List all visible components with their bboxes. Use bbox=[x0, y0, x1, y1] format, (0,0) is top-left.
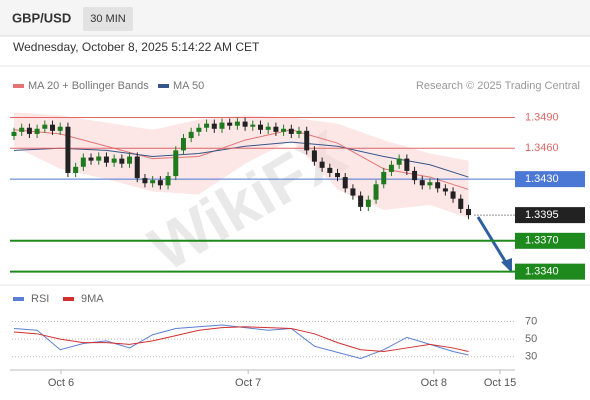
level-box bbox=[515, 232, 585, 249]
level-label: 1.3460 bbox=[525, 142, 559, 154]
y-tick-label: 70 bbox=[525, 315, 537, 327]
candle-body bbox=[57, 126, 63, 131]
candle-body bbox=[365, 199, 371, 207]
candle-body bbox=[134, 156, 140, 179]
candle-body bbox=[173, 150, 179, 177]
candle-body bbox=[96, 156, 102, 161]
candle-body bbox=[350, 188, 356, 196]
candle-body bbox=[165, 176, 171, 186]
candle-body bbox=[250, 124, 256, 127]
x-tick-label: Oct 7 bbox=[235, 377, 261, 389]
legend-swatch bbox=[13, 84, 24, 88]
legend-swatch bbox=[63, 297, 74, 301]
candle-body bbox=[412, 170, 418, 181]
candle-body bbox=[311, 150, 317, 162]
candle-body bbox=[442, 188, 448, 192]
candle-body bbox=[435, 182, 441, 189]
candle-body bbox=[404, 158, 410, 171]
candle-body bbox=[103, 156, 109, 163]
candle-body bbox=[257, 124, 263, 130]
candle-body bbox=[381, 171, 387, 185]
candle-body bbox=[157, 180, 163, 186]
candle-body bbox=[265, 126, 271, 130]
level-box bbox=[515, 263, 585, 280]
candle-body bbox=[42, 124, 48, 129]
candle-body bbox=[50, 124, 56, 131]
rsi-line bbox=[13, 326, 469, 352]
candle-body bbox=[273, 126, 279, 132]
legend-swatch bbox=[158, 84, 169, 88]
candle-body bbox=[458, 198, 464, 209]
candle-body bbox=[26, 127, 32, 134]
timeframe-button[interactable] bbox=[83, 7, 133, 31]
candle-body bbox=[142, 178, 148, 184]
symbol: GBP/USD bbox=[12, 10, 71, 25]
x-tick-label: Oct 8 bbox=[421, 377, 447, 389]
x-tick-label: Oct 15 bbox=[484, 377, 516, 389]
candle-body bbox=[396, 158, 402, 165]
candle-body bbox=[127, 156, 133, 164]
candle-body bbox=[465, 208, 471, 216]
moving-average bbox=[13, 129, 469, 190]
candle-body bbox=[19, 127, 25, 132]
datetime: Wednesday, October 8, 2025 5:14:22 AM CE… bbox=[13, 40, 260, 54]
candle-body bbox=[73, 166, 79, 173]
y-tick-label: 50 bbox=[525, 333, 537, 345]
candle-body bbox=[427, 182, 433, 186]
candle-body bbox=[319, 161, 325, 168]
legend-swatch bbox=[13, 297, 24, 301]
candle-body bbox=[80, 157, 86, 167]
arrow-head bbox=[501, 258, 512, 273]
candle-body bbox=[188, 131, 194, 139]
credit: Research © 2025 Trading Central bbox=[416, 80, 580, 92]
candle-body bbox=[419, 180, 425, 186]
legend-label: MA 20 + Bollinger Bands bbox=[28, 80, 149, 92]
candle-body bbox=[342, 177, 348, 189]
candle-body bbox=[358, 195, 364, 207]
level-label: 1.3340 bbox=[525, 266, 559, 278]
candle-body bbox=[234, 121, 240, 126]
level-label: 1.3370 bbox=[525, 235, 559, 247]
candle-body bbox=[111, 158, 117, 163]
level-box bbox=[515, 171, 585, 188]
candle-body bbox=[388, 164, 394, 172]
candle-body bbox=[180, 138, 186, 151]
level-label: 1.3395 bbox=[525, 209, 559, 221]
candle-body bbox=[304, 130, 310, 151]
candle-body bbox=[227, 122, 233, 126]
candle-body bbox=[219, 122, 225, 129]
legend-label: MA 50 bbox=[173, 80, 204, 92]
candle-body bbox=[65, 126, 71, 173]
candle-body bbox=[34, 128, 40, 134]
candle-body bbox=[373, 184, 379, 200]
candle-body bbox=[296, 130, 302, 134]
candle-body bbox=[281, 128, 287, 132]
level-label: 1.3430 bbox=[525, 173, 559, 185]
candle-body bbox=[211, 123, 217, 129]
legend-label: RSI bbox=[31, 293, 49, 305]
candle-body bbox=[88, 157, 94, 161]
y-tick-label: 30 bbox=[525, 351, 537, 363]
candle-body bbox=[327, 167, 333, 173]
level-box bbox=[515, 207, 585, 224]
candle-body bbox=[119, 158, 125, 164]
candle-body bbox=[242, 121, 248, 127]
level-label: 1.3490 bbox=[525, 111, 559, 123]
candle-body bbox=[11, 131, 17, 136]
candle-body bbox=[450, 191, 456, 199]
candle-body bbox=[196, 127, 202, 132]
candle-body bbox=[335, 172, 341, 178]
x-tick-label: Oct 6 bbox=[48, 377, 74, 389]
candle-body bbox=[150, 180, 156, 184]
legend-label: 9MA bbox=[81, 293, 104, 305]
candle-body bbox=[204, 123, 210, 128]
timeframe[interactable]: 30 MIN bbox=[90, 13, 126, 25]
candle-body bbox=[288, 128, 294, 134]
